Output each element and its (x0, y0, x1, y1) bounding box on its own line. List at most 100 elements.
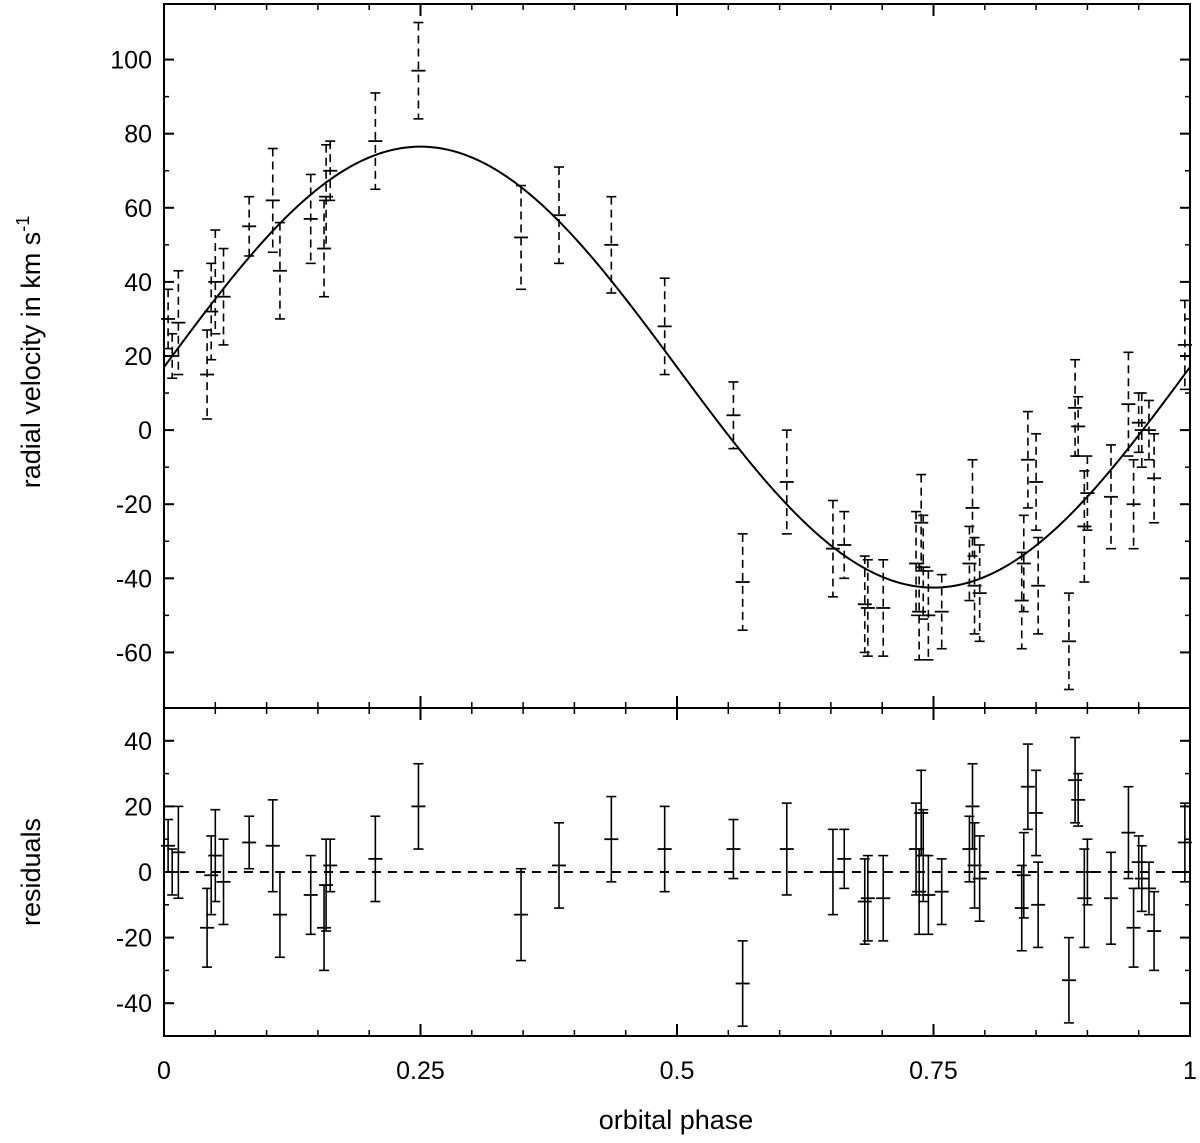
res-data-point (1061, 936, 1076, 1024)
res-data-point (921, 854, 936, 936)
res-data-point (303, 854, 318, 936)
x-tick-label: 0.5 (660, 1057, 695, 1085)
res-data-point (208, 808, 223, 903)
rv-data-point (1029, 433, 1044, 531)
rv-data-point (303, 173, 318, 265)
rv-data-point (323, 140, 338, 202)
rv-data-point (1126, 458, 1141, 550)
res-data-point (735, 940, 750, 1027)
rv-data-point (411, 21, 426, 120)
rv-data-point (921, 570, 936, 661)
res-data-point (368, 815, 383, 903)
res-data-point (972, 835, 987, 923)
rv-data-point (1121, 351, 1136, 457)
res-data-point (272, 871, 287, 959)
rv-model-curve (163, 145, 1191, 589)
residuals-plot-area (161, 736, 1192, 1027)
res-data-point (726, 818, 741, 880)
rv-axes: -60 -40 -20 0 20 40 60 80 100 (110, 4, 1191, 708)
x-axis-tick-labels: 0 0.25 0.5 0.75 1 (157, 1057, 1197, 1085)
rv-data-point (1080, 455, 1095, 531)
rv-y-tick-label: 100 (110, 47, 152, 75)
rv-data-point (1014, 551, 1029, 650)
x-tick-label: 0.25 (396, 1057, 445, 1085)
rv-data-point (779, 429, 794, 535)
rv-data-point (1077, 470, 1092, 583)
rv-panel: -60 -40 -20 0 20 40 60 80 100 radial velocity in… (13, 3, 1192, 709)
res-data-point (1141, 861, 1156, 916)
rv-data-point (1031, 536, 1046, 635)
res-data-point (604, 795, 619, 883)
rv-y-tick-label: 40 (124, 269, 152, 297)
res-data-point (317, 884, 332, 972)
residuals-panel: -40 -20 0 20 40 residuals (16, 707, 1192, 1037)
res-data-point (242, 815, 257, 870)
rv-data-point (552, 166, 567, 265)
rv-y-tick-label: -40 (116, 565, 152, 593)
res-data-point (1126, 887, 1141, 968)
res-data-point (514, 867, 529, 962)
res-data-point (779, 802, 794, 896)
rv-data-point (916, 514, 931, 620)
rv-data-point (825, 499, 840, 598)
res-data-point (1077, 848, 1092, 949)
rv-data-point (1020, 410, 1035, 509)
rv-y-tick-label: 0 (138, 417, 152, 445)
res-data-point (1068, 736, 1083, 824)
res-data-point (265, 799, 280, 893)
rv-data-point (837, 510, 852, 580)
res-data-point (825, 828, 840, 916)
rv-data-point (200, 329, 215, 420)
res-data-point (1031, 861, 1046, 949)
res-data-point (1103, 851, 1118, 945)
res-data-point (323, 838, 338, 893)
residuals-axes: -40 -20 0 20 40 (116, 708, 1191, 1036)
res-data-point (1131, 835, 1146, 890)
res-data-point (934, 858, 949, 926)
rv-y-tick-label: -20 (116, 491, 152, 519)
rv-plot-area (161, 21, 1192, 691)
rv-data-point (735, 533, 750, 631)
rv-data-point (876, 558, 891, 657)
rv-data-point (1016, 514, 1031, 613)
rv-data-point (726, 381, 741, 450)
res-y-tick-label: 20 (124, 793, 152, 821)
res-data-point (1020, 743, 1035, 831)
rv-data-point (216, 247, 231, 346)
rv-y-axis-label-text: radial velocity in km s (16, 232, 46, 489)
rv-data-point (204, 262, 219, 361)
res-data-point (1080, 838, 1095, 906)
res-data-point (1147, 890, 1162, 972)
rv-y-tick-label: 20 (124, 343, 152, 371)
res-data-point (171, 805, 186, 900)
rv-data-point (657, 277, 672, 376)
rv-data-point (272, 221, 287, 320)
res-data-point (216, 838, 231, 926)
rv-y-axis-label-superscript: -1 (13, 216, 33, 232)
rv-data-point (208, 229, 223, 335)
res-y-tick-label: -20 (116, 925, 152, 953)
res-y-tick-label: 40 (124, 728, 152, 756)
res-data-point (916, 808, 931, 903)
res-data-point (860, 854, 875, 942)
res-y-tick-label: -40 (116, 990, 152, 1018)
rv-data-point (1147, 433, 1162, 524)
rv-y-tick-label: -60 (116, 639, 152, 667)
res-data-point (876, 854, 891, 942)
res-data-point (837, 828, 852, 890)
x-axis-label: orbital phase (599, 1105, 754, 1135)
res-data-point (1071, 772, 1086, 827)
res-data-point (1134, 844, 1149, 913)
rv-data-point (171, 269, 186, 376)
res-data-point (552, 821, 567, 909)
rv-data-point (604, 195, 619, 294)
res-data-point (1029, 769, 1044, 857)
rv-data-point (934, 573, 949, 650)
rv-data-point (1141, 399, 1156, 461)
res-data-point (1014, 864, 1029, 952)
rv-data-point (1071, 395, 1086, 457)
rv-data-point (265, 147, 280, 254)
rv-data-point (860, 558, 875, 657)
x-tick-label: 0 (157, 1057, 171, 1085)
res-data-point (965, 762, 980, 850)
